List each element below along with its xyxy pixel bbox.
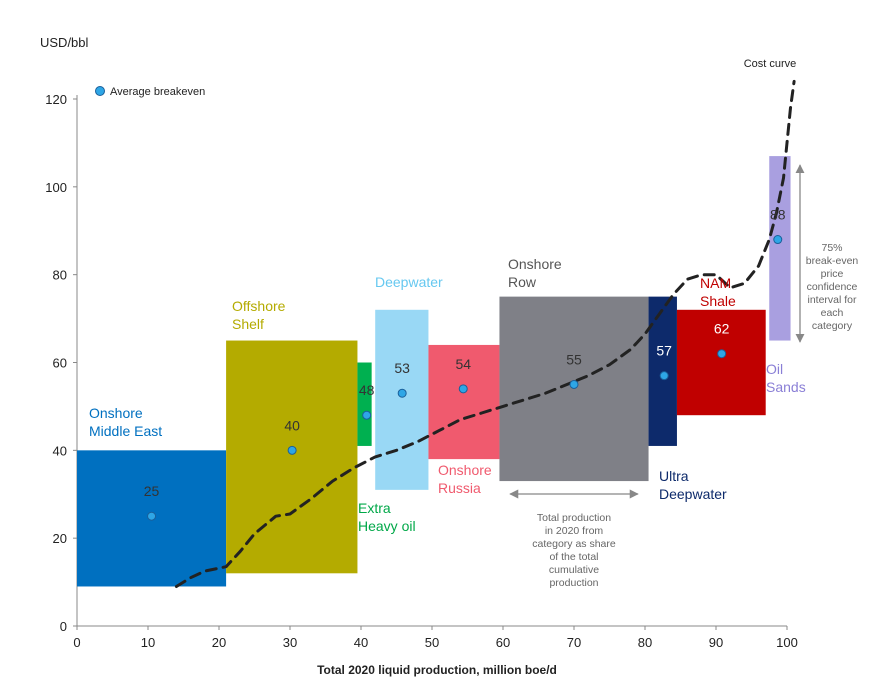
y-tick-label: 0 [60, 619, 67, 634]
x-tick-label: 100 [776, 635, 798, 650]
cost-curve-layer [174, 79, 796, 588]
avg-point-onshore-row [569, 379, 579, 389]
box-ultra-deepwater [648, 296, 677, 446]
legend-marker [95, 86, 105, 96]
category-label-oil-sands: Oil Sands [766, 361, 806, 395]
x-tick-label: 60 [496, 635, 510, 650]
value-label-offshore-shelf: 40 [284, 417, 300, 433]
avg-point-nam-shale [717, 349, 727, 359]
box-oil-sands [769, 156, 791, 341]
box-nam-shale [676, 309, 766, 416]
box-onshore-russia [428, 344, 500, 460]
cost-curve-line [174, 79, 796, 588]
value-label-extra-heavy-oil: 48 [359, 382, 375, 398]
legend: Average breakeven [95, 86, 205, 98]
avg-point-onshore-russia [458, 384, 468, 394]
x-tick-label: 70 [567, 635, 581, 650]
x-tick-label: 40 [354, 635, 368, 650]
x-tick-label: 30 [283, 635, 297, 650]
value-label-deepwater: 53 [394, 360, 410, 376]
value-label-onshore-russia: 54 [455, 356, 471, 372]
value-label-ultra-deepwater: 57 [656, 343, 672, 359]
x-tick-label: 50 [425, 635, 439, 650]
value-label-onshore-row: 55 [566, 351, 582, 367]
category-label-extra-heavy-oil: Extra Heavy oil [358, 500, 416, 534]
x-tick-label: 20 [212, 635, 226, 650]
box-extra-heavy-oil [357, 362, 372, 446]
average-points-layer [147, 235, 783, 521]
y-tick-label: 120 [45, 92, 67, 107]
x-tick-label: 90 [709, 635, 723, 650]
labels-layer: 25 40 48 53 54 55 57 62 88 Onshore Middle East Offs… [89, 58, 858, 589]
value-label-oil-sands: 88 [770, 207, 786, 223]
y-tick-label: 60 [53, 356, 67, 371]
avg-point-extra-heavy-oil [362, 410, 372, 420]
category-boxes-layer [77, 156, 791, 587]
category-label-onshore-russia: Onshore Russia [438, 462, 492, 496]
y-tick-label: 20 [53, 531, 67, 546]
cost-curve-label: Cost curve [744, 58, 797, 70]
y-axis-unit: USD/bbl [40, 35, 89, 50]
y-tick-label: 100 [45, 180, 67, 195]
avg-point-oil-sands [773, 235, 783, 245]
value-label-nam-shale: 62 [714, 321, 730, 337]
avg-point-deepwater [397, 388, 407, 398]
category-label-deepwater: Deepwater [375, 274, 443, 290]
category-label-onshore-middle-east: Onshore Middle East [89, 405, 162, 439]
avg-point-offshore-shelf [287, 445, 297, 455]
legend-label: Average breakeven [110, 86, 205, 98]
value-label-onshore-middle-east: 25 [144, 483, 160, 499]
category-label-onshore-row: Onshore Row [508, 256, 562, 290]
category-label-nam-shale: NAM Shale [700, 275, 736, 309]
x-tick-label: 10 [141, 635, 155, 650]
category-label-ultra-deepwater: Ultra Deepwater [659, 468, 727, 502]
axes-layer: 0 10 20 30 40 50 60 70 80 90 100 0 20 40 60 80 100 120 [45, 92, 798, 650]
y-tick-label: 80 [53, 268, 67, 283]
x-axis-title: Total 2020 liquid production, million bo… [317, 663, 557, 677]
box-offshore-shelf [226, 340, 358, 574]
avg-point-ultra-deepwater [659, 371, 669, 381]
box-deepwater [375, 309, 429, 490]
x-tick-label: 0 [73, 635, 80, 650]
avg-point-onshore-middle-east [147, 511, 157, 521]
category-label-offshore-shelf: Offshore Shelf [232, 298, 286, 332]
x-tick-label: 80 [638, 635, 652, 650]
production-share-note: Total production in 2020 from category as … [532, 512, 616, 589]
confidence-interval-note: 75% break-even price confidence interval for… [806, 242, 859, 332]
y-tick-label: 40 [53, 443, 67, 458]
